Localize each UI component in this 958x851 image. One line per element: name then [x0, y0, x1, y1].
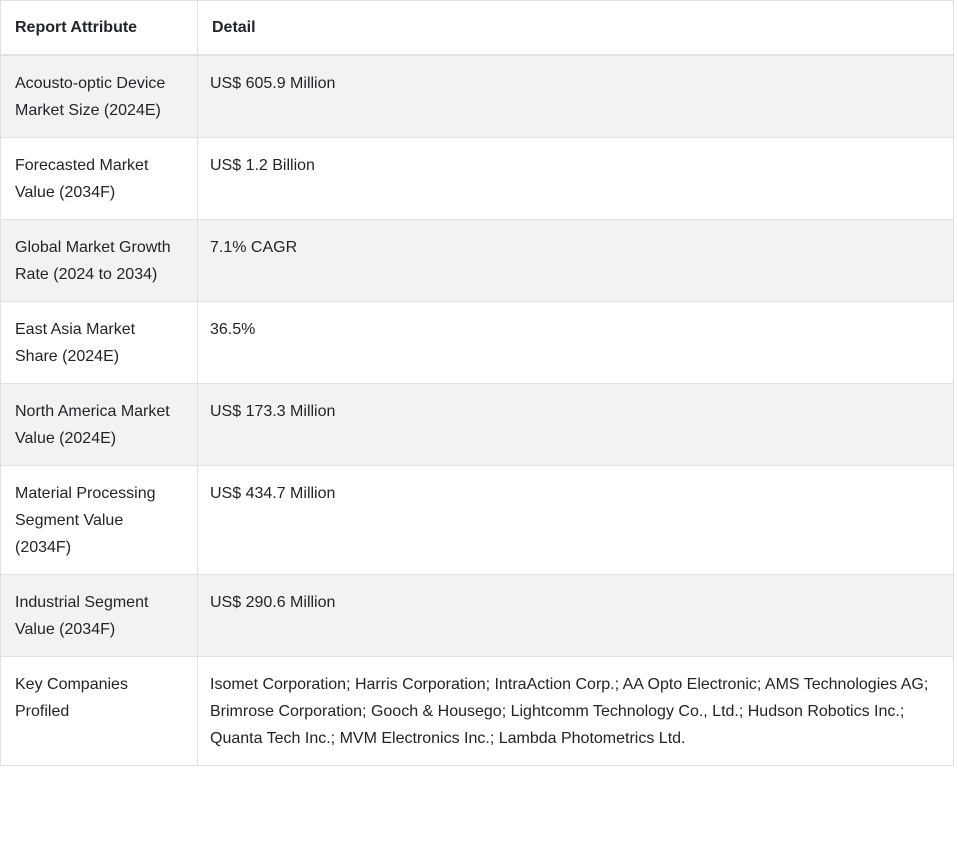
- table-row: Global Market Growth Rate (2024 to 2034)…: [0, 219, 954, 302]
- header-row: Report Attribute Detail: [0, 0, 954, 56]
- attribute-cell: Material Processing Segment Value (2034F…: [0, 465, 198, 575]
- attribute-cell: Forecasted Market Value (2034F): [0, 137, 198, 220]
- attribute-cell: Global Market Growth Rate (2024 to 2034): [0, 219, 198, 302]
- table-row: Industrial Segment Value (2034F) US$ 290…: [0, 574, 954, 657]
- attribute-cell: North America Market Value (2024E): [0, 383, 198, 466]
- table-row: Material Processing Segment Value (2034F…: [0, 465, 954, 575]
- table-row: Key Companies Profiled Isomet Corporatio…: [0, 656, 954, 766]
- table-body: Acousto-optic Device Market Size (2024E)…: [0, 54, 954, 766]
- detail-cell: US$ 1.2 Billion: [197, 137, 954, 220]
- column-header-report-attribute: Report Attribute: [0, 0, 198, 56]
- attribute-cell: Key Companies Profiled: [0, 656, 198, 766]
- report-attribute-table: Report Attribute Detail Acousto-optic De…: [0, 0, 954, 766]
- detail-cell: US$ 290.6 Million: [197, 574, 954, 657]
- attribute-cell: Industrial Segment Value (2034F): [0, 574, 198, 657]
- detail-cell: US$ 605.9 Million: [197, 54, 954, 138]
- detail-cell: US$ 434.7 Million: [197, 465, 954, 575]
- table-row: North America Market Value (2024E) US$ 1…: [0, 383, 954, 466]
- attribute-cell: Acousto-optic Device Market Size (2024E): [0, 54, 198, 138]
- table-header: Report Attribute Detail: [0, 0, 954, 56]
- detail-cell: 7.1% CAGR: [197, 219, 954, 302]
- detail-cell: 36.5%: [197, 301, 954, 384]
- column-header-detail: Detail: [197, 0, 954, 56]
- detail-cell: Isomet Corporation; Harris Corporation; …: [197, 656, 954, 766]
- attribute-cell: East Asia Market Share (2024E): [0, 301, 198, 384]
- table-row: Acousto-optic Device Market Size (2024E)…: [0, 54, 954, 138]
- table-row: Forecasted Market Value (2034F) US$ 1.2 …: [0, 137, 954, 220]
- table-row: East Asia Market Share (2024E) 36.5%: [0, 301, 954, 384]
- detail-cell: US$ 173.3 Million: [197, 383, 954, 466]
